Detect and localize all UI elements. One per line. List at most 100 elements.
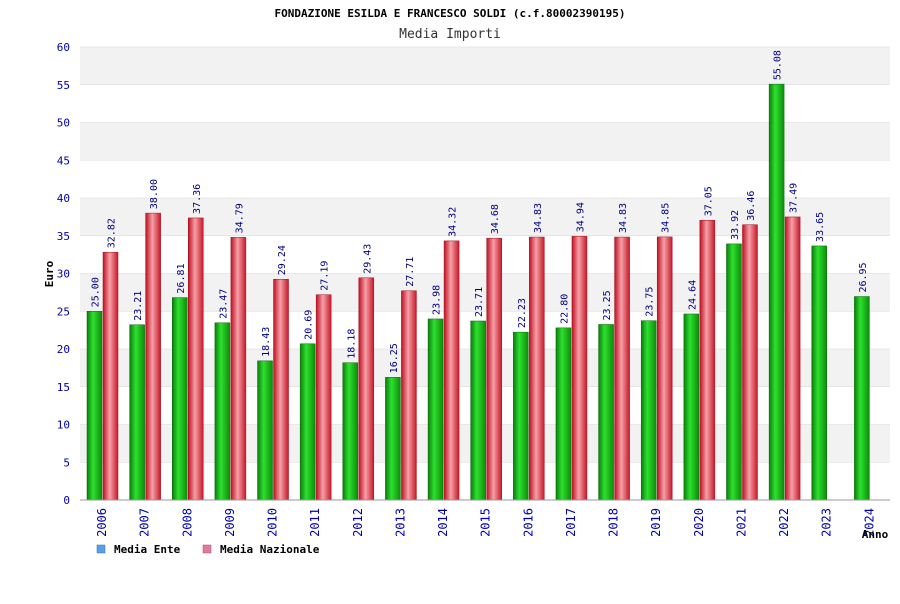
bar [726,243,742,501]
bar-value-label: 55.08 [773,50,784,80]
x-tick-label: 2019 [649,508,663,537]
y-tick-label: 25 [57,305,70,318]
y-tick-label: 55 [57,79,70,92]
x-tick-label: 2024 [862,508,876,537]
legend-item-media-nazionale: Media Nazionale [202,543,320,556]
y-tick-label: 0 [63,494,70,507]
x-tick-label: 2013 [393,508,407,537]
y-tick-label: 50 [57,117,70,130]
bar-value-label: 34.83 [618,203,629,233]
bar-value-label: 20.69 [304,310,315,340]
bar-value-label: 38.00 [149,179,160,209]
bar [342,362,359,501]
bar [129,324,145,501]
bar-value-label: 18.18 [346,329,357,359]
bar [768,83,785,501]
bar-value-label: 18.43 [261,327,272,357]
chart-subtitle: Media Importi [399,27,501,42]
bar-value-label: 34.68 [490,204,501,234]
x-tick-label: 2006 [95,508,109,537]
bar [811,245,827,501]
bar [273,278,289,501]
y-tick-label: 30 [57,268,70,281]
x-tick-label: 2014 [436,508,450,537]
legend-label-media-ente: Media Ente [114,543,181,556]
axes: 0 5 10 15 20 25 30 35 40 45 50 55 60 2006 2007 2008 2009… [57,41,890,537]
bar-value-label: 33.92 [730,210,741,240]
bar [640,320,657,501]
y-tick-label: 40 [57,192,70,205]
bar [358,277,375,501]
bar-value-label: 34.85 [661,203,672,233]
x-tick-label: 2017 [564,508,578,537]
bar [486,237,502,501]
bar [555,327,572,501]
bar [470,320,486,501]
bar [188,217,204,501]
bar [784,216,801,501]
legend-item-media-ente: Media Ente [96,543,181,556]
y-tick-label: 60 [57,41,70,54]
bar-value-label: 16.25 [389,343,400,373]
bar-value-label: 22.80 [559,294,570,324]
bars [86,83,870,501]
legend-label-media-nazionale: Media Nazionale [220,543,320,556]
y-tick-label: 10 [57,419,70,432]
y-tick-label: 20 [57,343,70,356]
bar [742,224,758,501]
bar-value-label: 29.43 [362,244,373,274]
x-tick-label: 2015 [479,508,493,537]
legend-swatch-media-nazionale [202,544,212,554]
bar [443,240,460,501]
bar-value-label: 33.65 [815,212,826,242]
y-tick-label: 5 [63,456,70,469]
chart-title: FONDAZIONE ESILDA E FRANCESCO SOLDI (c.f… [275,7,626,20]
bar [299,343,316,501]
bar [614,236,630,501]
bar [230,237,247,501]
bar-value-label: 22.23 [517,298,528,328]
x-tick-label: 2011 [308,508,322,537]
bar [598,324,614,501]
y-tick-label: 15 [57,381,70,394]
bar-value-label: 25.00 [91,277,102,307]
bar-value-label: 23.25 [602,290,613,320]
bar [427,318,444,501]
x-tick-label: 2009 [223,508,237,537]
bar-value-label: 34.94 [575,202,586,232]
bar-value-label: 23.98 [432,285,443,315]
x-tick-label: 2016 [521,508,535,537]
bar [172,297,188,501]
y-tick-label: 35 [57,230,70,243]
bar [214,322,231,501]
x-axis-label: Anno [862,528,889,541]
bar-value-label: 23.21 [133,291,144,321]
bar-value-label: 34.32 [448,207,459,237]
bar [529,236,545,501]
bar-value-label: 29.24 [277,245,288,275]
bar [401,290,417,501]
y-axis-label: Euro [43,260,56,287]
bar [385,377,401,501]
bar [683,313,700,501]
x-tick-label: 2008 [180,508,194,537]
bar [86,311,103,501]
plot-band [80,122,890,161]
bar-value-label: 37.49 [789,183,800,213]
bar-value-label: 34.83 [533,203,544,233]
bar-value-label: 26.81 [176,263,187,293]
legend: Media Ente Media Nazionale [96,543,320,556]
x-tick-label: 2018 [607,508,621,537]
bar-value-label: 34.79 [234,203,245,233]
bar-value-label: 23.75 [645,287,656,317]
x-tick-label: 2007 [138,508,152,537]
y-tick-label: 45 [57,154,70,167]
bar-value-label: 23.71 [474,287,485,317]
legend-swatch-media-ente [96,544,106,554]
plot-band [80,47,890,85]
bar [257,360,273,501]
x-tick-label: 2012 [351,508,365,537]
bar-value-label: 36.46 [746,191,757,221]
x-tick-label: 2023 [820,508,834,537]
